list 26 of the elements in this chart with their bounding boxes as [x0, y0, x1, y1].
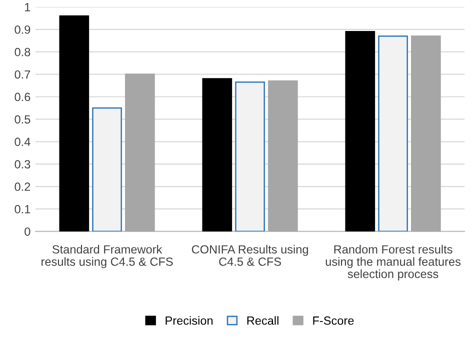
- bar: [92, 107, 122, 232]
- bar: [378, 36, 408, 232]
- legend-label: Precision: [166, 316, 213, 325]
- bar: [410, 36, 441, 232]
- bar: [235, 82, 265, 232]
- y-tick-label: 1: [25, 3, 30, 12]
- y-tick-label: 0.7: [14, 70, 30, 79]
- y-tick-label: 0.4: [14, 138, 30, 146]
- y-tick-label: 0.6: [14, 92, 30, 102]
- y-tick-label: 0.8: [14, 48, 30, 56]
- y-tick-label: 0.3: [14, 160, 30, 168]
- bar: [345, 31, 376, 232]
- bar: [59, 15, 90, 232]
- bar: [268, 80, 298, 232]
- y-tick-label: 0.9: [14, 25, 30, 34]
- y-tick-label: 0.5: [14, 115, 30, 124]
- x-tick-label: CONIFA Results using C4.5 & CFS: [192, 244, 308, 266]
- y-tick-label: 0: [24, 227, 30, 236]
- bar: [125, 74, 155, 232]
- x-tick-label: Standard Framework results using C4.5 & CFS: [42, 244, 173, 268]
- y-tick-label: 0.2: [14, 182, 30, 191]
- legend-label: F-Score: [313, 316, 354, 325]
- legend-label: Recall: [247, 316, 278, 325]
- x-tick-label: Random Forest results using the manual features selection process: [326, 244, 461, 280]
- bar: [202, 78, 232, 232]
- y-tick-label: 0.1: [14, 205, 30, 214]
